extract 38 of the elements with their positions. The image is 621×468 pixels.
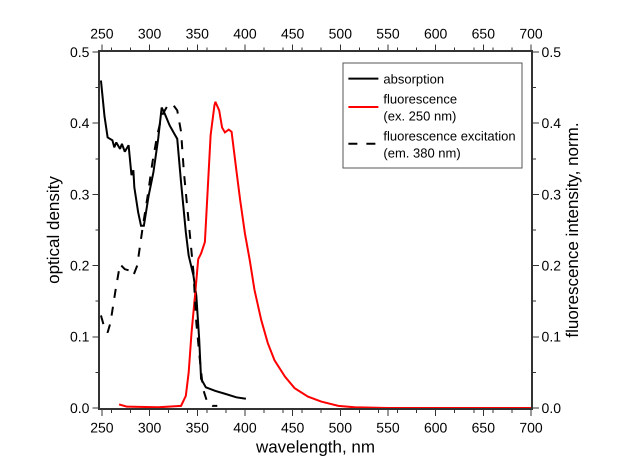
x-tick-label: 700 xyxy=(519,26,543,42)
legend-label: fluorescence excitation (em. 380 nm) xyxy=(383,128,516,160)
y-tick-label: 0.5 xyxy=(70,44,90,60)
y-tick-label: 0.0 xyxy=(70,400,90,416)
x-tick-label: 650 xyxy=(472,26,496,42)
x-tick-label: 250 xyxy=(90,26,114,42)
x-tick-label: 450 xyxy=(280,26,305,42)
x2-tick-label: 500 xyxy=(328,420,352,436)
x2-tick-label: 550 xyxy=(376,420,400,436)
x-tick-label: 600 xyxy=(424,26,448,42)
x-tick-label: 300 xyxy=(138,26,162,42)
x2-tick-label: 350 xyxy=(186,420,210,436)
legend-label: fluorescence (ex. 250 nm) xyxy=(383,92,458,124)
legend-label: absorption xyxy=(383,72,444,87)
x2-tick-label: 650 xyxy=(472,420,496,436)
y2-tick-label: 0.0 xyxy=(542,400,562,416)
y-tick-label: 0.4 xyxy=(70,115,90,132)
x2-tick-label: 400 xyxy=(233,420,257,436)
x2-tick-label: 250 xyxy=(90,420,114,436)
y2-tick-label: 0.1 xyxy=(542,328,562,345)
x-tick-label: 500 xyxy=(328,26,352,42)
x2-tick-label: 700 xyxy=(519,420,543,436)
y-tick-label: 0.2 xyxy=(70,258,90,274)
y2-axis-title: fluorescence intensity, norm. xyxy=(563,122,582,338)
y2-tick-label: 0.4 xyxy=(542,115,562,132)
y2-tick-label: 0.3 xyxy=(542,186,562,202)
x-tick-label: 400 xyxy=(233,26,257,42)
y2-tick-label: 0.5 xyxy=(542,44,562,60)
x2-tick-label: 300 xyxy=(138,420,162,436)
x2-tick-label: 450 xyxy=(280,420,305,436)
y2-tick-label: 0.2 xyxy=(542,258,562,274)
y-tick-label: 0.3 xyxy=(70,186,90,202)
x-tick-label: 550 xyxy=(376,26,400,42)
x-axis-title: wavelength, nm xyxy=(254,437,376,456)
y-tick-label: 0.1 xyxy=(70,328,90,345)
x2-tick-label: 600 xyxy=(424,420,448,436)
x-tick-label: 350 xyxy=(186,26,210,42)
y-axis-title: optical density xyxy=(44,176,64,284)
